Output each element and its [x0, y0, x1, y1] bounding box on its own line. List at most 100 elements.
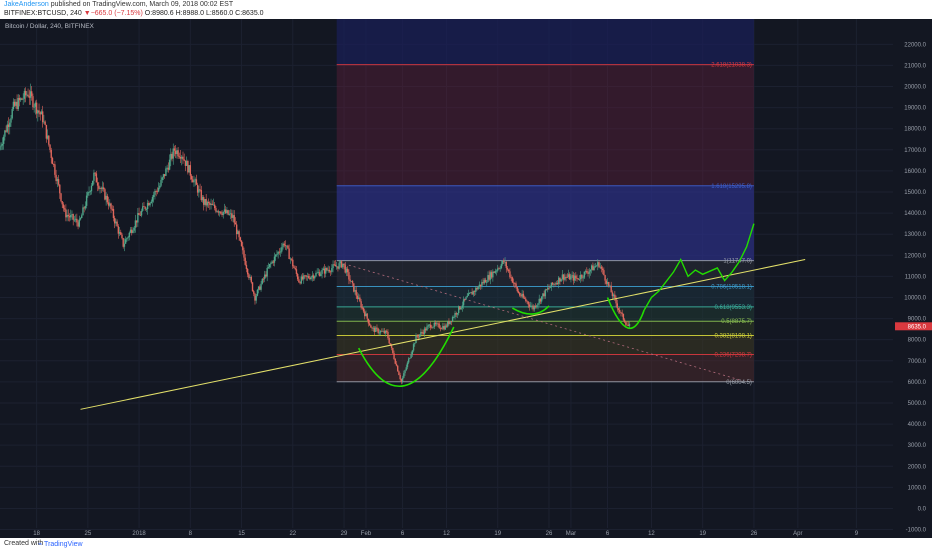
candle-body	[427, 325, 429, 327]
candle-body	[127, 237, 129, 239]
projection-path	[643, 223, 755, 311]
candle-body	[598, 262, 600, 268]
candle-body	[518, 293, 521, 296]
candle-body	[353, 283, 355, 292]
fib-band	[336, 335, 754, 355]
candle-body	[237, 231, 239, 235]
candle-body	[242, 246, 244, 251]
y-tick-label: 13000.0	[904, 232, 926, 238]
candle-body	[304, 275, 306, 277]
candle-body	[177, 150, 179, 157]
x-tick-label: 9	[855, 531, 859, 537]
candle-body	[425, 328, 427, 331]
candle-body	[287, 245, 289, 249]
fib-level-label: 0(6004.5)	[726, 380, 752, 386]
candle-body	[548, 287, 550, 289]
candle-body	[326, 267, 328, 271]
candle-body	[198, 189, 200, 193]
candle-body	[492, 271, 494, 278]
candle-body	[587, 272, 589, 274]
candle-body	[597, 262, 599, 266]
candle-body	[575, 275, 577, 279]
candle-body	[562, 274, 565, 280]
candle-body	[466, 295, 468, 298]
candle-body	[440, 328, 443, 330]
candle-body	[395, 363, 398, 366]
candle-body	[475, 287, 477, 292]
candle-body	[332, 264, 334, 269]
candle-body	[1, 143, 4, 146]
candle-body	[509, 271, 511, 278]
candle-body	[96, 182, 99, 186]
candle-body	[401, 377, 404, 382]
candle-body	[316, 272, 318, 274]
candle-body	[37, 110, 39, 114]
candle-body	[126, 238, 128, 240]
candle-body	[311, 275, 314, 277]
candle-body	[77, 222, 79, 227]
dashed-trend-line	[343, 263, 740, 381]
logo-text: TradingView	[44, 541, 83, 548]
candle-body	[328, 269, 331, 272]
price-chart[interactable]: 0(6004.5) 0.236(7298.7) 0.382(8198.1) 0.5(8…	[0, 19, 932, 538]
fib-extension: 0(6004.5) 0.236(7298.7) 0.382(8198.1) 0.5(8…	[336, 19, 754, 386]
candle-body	[570, 276, 572, 280]
candle-body	[433, 322, 436, 327]
candle-body	[31, 91, 33, 97]
author-name[interactable]: JakeAnderson	[4, 1, 49, 8]
candle-body	[455, 313, 457, 315]
fib-level-label: 0.618(9553.3)	[715, 305, 752, 311]
candle-body	[254, 293, 256, 301]
candle-body	[553, 283, 555, 285]
candle-body	[44, 121, 46, 125]
candle-body	[23, 90, 26, 99]
candle-body	[579, 274, 582, 280]
candle-body	[183, 159, 185, 161]
candle-body	[586, 270, 588, 273]
y-tick-label: 21000.0	[904, 63, 926, 69]
candle-body	[422, 332, 425, 334]
candle-body	[221, 213, 223, 215]
candle-body	[346, 268, 349, 273]
candle-body	[35, 102, 38, 114]
fib-level-label: 1(11747.0)	[723, 259, 752, 265]
candle-body	[447, 321, 449, 327]
candle-body	[471, 292, 473, 295]
candle-body	[515, 283, 517, 288]
candle-body	[2, 136, 5, 144]
candle-body	[67, 214, 70, 217]
candle-body	[572, 275, 575, 281]
candle-body	[79, 218, 82, 220]
candle-body	[569, 274, 571, 280]
candle-body	[588, 271, 590, 274]
candle-body	[483, 279, 486, 284]
candle-body	[381, 330, 383, 332]
chart-area[interactable]: 0(6004.5) 0.236(7298.7) 0.382(8198.1) 0.5(8…	[0, 19, 932, 538]
candle-body	[277, 251, 279, 255]
candle-body	[46, 135, 49, 139]
candle-body	[343, 263, 345, 266]
candle-body	[468, 293, 471, 294]
candle-body	[159, 185, 161, 188]
candle-body	[132, 230, 134, 233]
candle-body	[15, 101, 17, 106]
candle-body	[43, 121, 45, 123]
candle-body	[410, 354, 412, 358]
candle-body	[50, 149, 52, 158]
candle-body	[256, 289, 259, 296]
candle-body	[348, 272, 350, 280]
last-price-badge	[895, 322, 932, 331]
candle-body	[278, 251, 281, 253]
candle-body	[264, 274, 266, 279]
candle-body	[104, 189, 106, 200]
candle-body	[415, 335, 417, 344]
candle-body	[268, 263, 271, 268]
candle-body	[445, 325, 448, 327]
candle-body	[462, 299, 465, 306]
candle-body	[338, 263, 340, 269]
candle-body	[429, 324, 432, 328]
candle-body	[133, 227, 135, 231]
candle-body	[182, 156, 184, 160]
candle-body	[262, 278, 265, 280]
y-tick-label: 22000.0	[904, 42, 926, 48]
